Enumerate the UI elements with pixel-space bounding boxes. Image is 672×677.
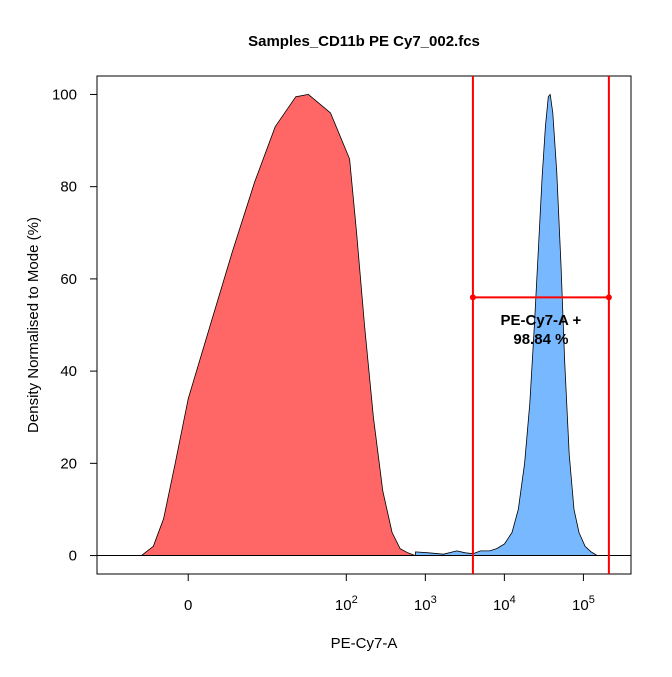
y-tick-label: 100	[52, 86, 77, 103]
x-tick-label: 104	[493, 594, 516, 614]
plot-area	[97, 94, 631, 557]
x-tick-label: 102	[335, 594, 358, 614]
y-tick-label: 40	[60, 363, 77, 380]
y-tick-label: 60	[60, 271, 77, 288]
gate-name-label: PE-Cy7-A +	[501, 312, 582, 329]
histogram-area-2	[415, 94, 598, 556]
y-tick-label: 80	[60, 179, 77, 196]
y-tick-label: 0	[69, 548, 77, 565]
x-axis-label: PE-Cy7-A	[331, 635, 398, 652]
x-tick-label: 103	[414, 594, 437, 614]
x-tick-label: 105	[572, 594, 595, 614]
gate-right-handle	[605, 294, 612, 301]
y-tick-label: 20	[60, 455, 77, 472]
gate-percent-label: 98.84 %	[513, 331, 568, 348]
histogram-area-1	[141, 94, 416, 556]
x-axis: 0 102 103 104 105	[184, 573, 595, 614]
chart-title: Samples_CD11b PE Cy7_002.fcs	[248, 33, 480, 50]
gate[interactable]: PE-Cy7-A + 98.84 %	[469, 76, 612, 574]
y-axis-label: Density Normalised to Mode (%)	[25, 217, 42, 433]
y-axis: 0 20 40 60 80 100	[52, 86, 98, 565]
x-tick-label: 0	[184, 597, 192, 614]
gate-left-handle	[469, 294, 476, 301]
